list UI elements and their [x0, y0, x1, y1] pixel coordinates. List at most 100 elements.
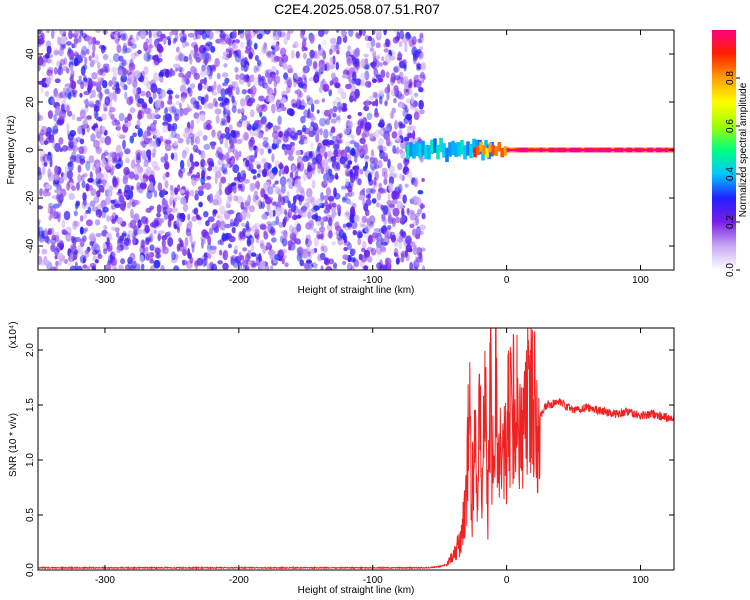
heatmap-cell: [66, 67, 70, 74]
heatmap-band-cell: [421, 140, 425, 156]
x-tick-label: -200: [229, 275, 249, 286]
heatmap-cell: [190, 119, 195, 130]
heatmap-cell: [95, 99, 100, 106]
heatmap-cell: [105, 160, 111, 171]
heatmap-cell: [302, 155, 309, 162]
heatmap-cell: [201, 169, 206, 180]
heatmap-cell: [245, 94, 251, 104]
heatmap-cell: [279, 176, 287, 187]
snr-panel: -300 -200 -100 0 100 0.0 0.5 1.0 1.5 2.0 Height …: [8, 321, 675, 596]
heatmap-cell: [301, 209, 308, 218]
heatmap-cell: [417, 38, 422, 44]
heatmap-cell: [171, 207, 179, 213]
snr-line-layer: [38, 328, 674, 570]
heatmap-cell: [96, 203, 102, 211]
heatmap-cell: [300, 115, 306, 124]
heatmap-cell: [82, 64, 88, 71]
heatmap-cell: [240, 106, 246, 113]
heatmap-cell: [263, 42, 268, 50]
heatmap-cell: [44, 236, 49, 243]
heatmap-cell: [211, 263, 218, 270]
heatmap-cell: [342, 260, 347, 266]
heatmap-cell: [182, 203, 189, 212]
heatmap-cell: [271, 167, 278, 174]
heatmap-cell: [95, 30, 102, 34]
y-tick-label: 1.5: [25, 398, 36, 412]
heatmap-cell: [388, 182, 394, 193]
heatmap-cell: [333, 45, 341, 52]
heatmap-cell: [53, 266, 58, 270]
heatmap-cell: [292, 103, 298, 108]
heatmap-cell: [174, 133, 181, 139]
heatmap-band-cell: [439, 137, 443, 153]
heatmap-cell: [207, 102, 214, 109]
heatmap-cell: [198, 44, 206, 55]
heatmap-cell: [241, 114, 248, 121]
heatmap-cell: [55, 93, 61, 99]
heatmap-cell: [179, 32, 185, 38]
heatmap-cell: [42, 166, 46, 176]
heatmap-cell: [174, 117, 178, 122]
heatmap-cell: [172, 70, 176, 76]
heatmap-cell: [93, 196, 100, 204]
heatmap-cell: [143, 161, 148, 168]
heatmap-cell: [149, 265, 156, 270]
heatmap-cell: [260, 201, 265, 209]
heatmap-cell: [126, 234, 131, 242]
heatmap-cell: [366, 255, 373, 263]
heatmap-cell: [201, 258, 207, 268]
heatmap-cell: [281, 54, 289, 63]
heatmap-cell: [245, 231, 251, 237]
heatmap-cell: [406, 170, 413, 179]
heatmap-cell: [145, 38, 150, 44]
heatmap-cell: [219, 153, 226, 161]
heatmap-cell: [284, 165, 289, 175]
heatmap-cell: [231, 95, 235, 104]
heatmap-cell: [415, 232, 421, 240]
heatmap-cell: [234, 176, 239, 181]
heatmap-cell: [272, 31, 279, 41]
heatmap-cell: [267, 148, 272, 154]
heatmap-cell: [409, 223, 415, 229]
heatmap-cell: [322, 50, 327, 60]
y-tick-label: 1.0: [25, 453, 36, 467]
heatmap-cell: [302, 65, 309, 75]
heatmap-cell: [379, 95, 383, 105]
heatmap-cell: [140, 216, 148, 224]
heatmap-cell: [98, 81, 103, 86]
heatmap-cell: [393, 66, 399, 73]
heatmap-cell: [378, 137, 384, 146]
heatmap-cell: [117, 69, 123, 76]
heatmap-cell: [281, 257, 285, 265]
heatmap-cell: [269, 209, 274, 219]
heatmap-cell: [78, 155, 86, 161]
heatmap-cell: [139, 254, 145, 264]
heatmap-band-cell: [406, 144, 410, 160]
heatmap-cell: [88, 100, 95, 108]
heatmap-cell: [178, 53, 186, 62]
heatmap-cell: [95, 146, 103, 155]
heatmap-cell: [81, 32, 87, 39]
heatmap-cell: [403, 75, 409, 83]
heatmap-cell: [304, 168, 309, 175]
heatmap-cell: [157, 182, 163, 192]
heatmap-cell: [116, 152, 121, 158]
heatmap-cell: [128, 264, 136, 270]
heatmap-cell: [62, 87, 67, 93]
heatmap-cell: [259, 260, 266, 270]
heatmap-cell: [371, 165, 375, 174]
heatmap-cell: [369, 47, 374, 52]
heatmap-cell: [349, 213, 356, 224]
heatmap-cell: [199, 113, 206, 122]
heatmap-cell: [257, 77, 265, 87]
heatmap-cell: [74, 202, 79, 210]
heatmap-cell: [365, 187, 373, 195]
heatmap-cell: [393, 65, 400, 73]
heatmap-cell: [412, 130, 416, 140]
heatmap-cell: [303, 77, 308, 87]
heatmap-cell: [129, 95, 134, 105]
heatmap-cell: [310, 150, 315, 160]
heatmap-cell: [349, 140, 356, 145]
heatmap-cell: [95, 209, 100, 215]
heatmap-cell: [261, 103, 268, 112]
